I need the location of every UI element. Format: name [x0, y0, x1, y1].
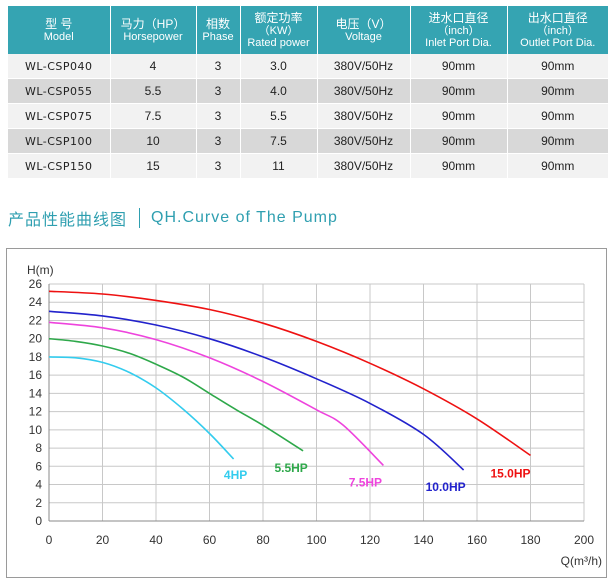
table-header-row: 型 号 Model 马力（HP） Horsepower 相数 Phase 额定功率 （K…: [8, 6, 608, 54]
section-title-zh: 产品性能曲线图: [8, 212, 128, 229]
y-tick-label: 18: [29, 350, 43, 364]
cell-voltage: 380V/50Hz: [317, 78, 411, 104]
cell-outlet: 90mm: [507, 128, 608, 154]
y-tick-label: 12: [29, 405, 43, 419]
cell-inlet: 90mm: [410, 78, 508, 104]
header-outlet-port: 出水口直径 （inch） Outlet Port Dia.: [507, 6, 608, 54]
cell-horsepower: 5.5: [110, 78, 197, 104]
cell-voltage: 380V/50Hz: [317, 128, 411, 154]
table-row: WL-CSP075 7.5 3 5.5 380V/50Hz 90mm 90mm: [8, 103, 608, 129]
cell-voltage: 380V/50Hz: [317, 54, 411, 79]
cell-outlet: 90mm: [507, 103, 608, 129]
series-line-4hp: [48, 356, 235, 460]
series-line-15-0hp: [48, 290, 531, 457]
cell-phase: 3: [196, 153, 241, 179]
series-label-10-0hp: 10.0HP: [426, 480, 466, 494]
cell-voltage: 380V/50Hz: [317, 103, 411, 129]
y-axis-label: H(m): [27, 263, 54, 277]
header-phase: 相数 Phase: [196, 6, 241, 54]
series-label-15-0hp: 15.0HP: [490, 466, 530, 480]
x-tick-label: 120: [360, 533, 380, 547]
title-divider: [139, 208, 141, 228]
header-horsepower: 马力（HP） Horsepower: [110, 6, 197, 54]
header-rated-power: 额定功率 （KW） Rated power: [240, 6, 318, 54]
series-label-7-5hp: 7.5HP: [349, 475, 382, 489]
series-line-7-5hp: [48, 321, 384, 466]
cell-horsepower: 15: [110, 153, 197, 179]
cell-outlet: 90mm: [507, 78, 608, 104]
x-tick-label: 140: [413, 533, 433, 547]
y-tick-label: 16: [29, 368, 43, 382]
x-tick-label: 40: [149, 533, 163, 547]
header-model: 型 号 Model: [8, 6, 111, 54]
x-tick-label: 60: [203, 533, 217, 547]
table-row: WL-CSP055 5.5 3 4.0 380V/50Hz 90mm 90mm: [8, 78, 608, 104]
cell-phase: 3: [196, 128, 241, 154]
y-tick-label: 22: [29, 313, 43, 327]
y-tick-label: 20: [29, 332, 43, 346]
chart-frame: 0 20 40 60 80 100 120 140 160 180 200 0 2 4 6 8 10 12 14 16…: [6, 248, 607, 578]
x-tick-label: 200: [574, 533, 594, 547]
table-row: WL-CSP150 15 3 11 380V/50Hz 90mm 90mm: [8, 153, 608, 179]
cell-phase: 3: [196, 103, 241, 129]
x-tick-label: 100: [306, 533, 326, 547]
y-tick-label: 26: [29, 277, 43, 291]
cell-horsepower: 4: [110, 54, 197, 79]
cell-model: WL-CSP100: [8, 128, 111, 154]
cell-outlet: 90mm: [507, 54, 608, 79]
cell-horsepower: 7.5: [110, 103, 197, 129]
series-label-5-5hp: 5.5HP: [274, 461, 307, 475]
cell-inlet: 90mm: [410, 128, 508, 154]
cell-model: WL-CSP150: [8, 153, 111, 179]
series-line-10-0hp: [48, 310, 465, 471]
x-tick-label: 180: [520, 533, 540, 547]
spec-table: 型 号 Model 马力（HP） Horsepower 相数 Phase 额定功率 （K…: [8, 6, 608, 179]
header-voltage: 电压（V） Voltage: [317, 6, 411, 54]
cell-rated-power: 5.5: [240, 103, 318, 129]
cell-voltage: 380V/50Hz: [317, 153, 411, 179]
x-axis-label: Q(m³/h): [561, 554, 602, 568]
series-line-5-5hp: [48, 337, 304, 452]
y-tick-label: 10: [29, 423, 43, 437]
table-row: WL-CSP040 4 3 3.0 380V/50Hz 90mm 90mm: [8, 54, 608, 79]
qh-curve-chart: 0 20 40 60 80 100 120 140 160 180 2000246810121416…: [27, 263, 602, 568]
table-row: WL-CSP100 10 3 7.5 380V/50Hz 90mm 90mm: [8, 128, 608, 154]
cell-phase: 3: [196, 78, 241, 104]
x-tick-label: 80: [256, 533, 270, 547]
x-tick-label: 0: [46, 533, 53, 547]
section-title: 产品性能曲线图 QH.Curve of The Pump: [8, 207, 338, 229]
cell-inlet: 90mm: [410, 54, 508, 79]
cell-rated-power: 7.5: [240, 128, 318, 154]
cell-horsepower: 10: [110, 128, 197, 154]
header-inlet-port: 进水口直径 （inch） Inlet Port Dia.: [410, 6, 508, 54]
y-tick-label: 4: [35, 478, 42, 492]
cell-model: WL-CSP055: [8, 78, 111, 104]
cell-rated-power: 11: [240, 153, 318, 179]
cell-rated-power: 4.0: [240, 78, 318, 104]
cell-inlet: 90mm: [410, 153, 508, 179]
y-tick-label: 24: [29, 295, 43, 309]
cell-outlet: 90mm: [507, 153, 608, 179]
cell-phase: 3: [196, 54, 241, 79]
y-tick-label: 14: [29, 386, 43, 400]
section-title-en: QH.Curve of The Pump: [151, 209, 338, 226]
y-tick-label: 0: [35, 514, 42, 528]
y-tick-label: 8: [35, 441, 42, 455]
x-tick-label: 160: [467, 533, 487, 547]
cell-inlet: 90mm: [410, 103, 508, 129]
y-tick-label: 6: [35, 459, 42, 473]
cell-model: WL-CSP040: [8, 54, 111, 79]
y-tick-label: 2: [35, 496, 42, 510]
cell-model: WL-CSP075: [8, 103, 111, 129]
series-label-4hp: 4HP: [224, 468, 247, 482]
x-tick-label: 20: [96, 533, 110, 547]
cell-rated-power: 3.0: [240, 54, 318, 79]
